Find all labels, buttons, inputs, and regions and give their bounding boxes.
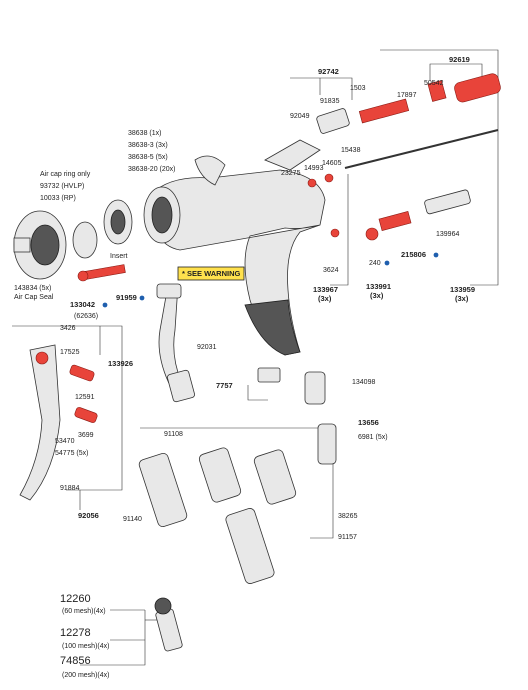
part-label: 1503	[350, 85, 366, 92]
needle-assembly	[264, 73, 501, 241]
part-label: 215806	[401, 250, 426, 259]
warning-label: * SEE WARNING	[182, 269, 241, 278]
part-label: 134098	[352, 379, 375, 386]
part-label: 53470	[55, 438, 75, 445]
air-cap	[13, 199, 133, 282]
part-label: Air cap ring only	[40, 171, 91, 178]
part-label: 12278	[60, 627, 91, 639]
brackets	[12, 49, 499, 666]
part-label: 91835	[320, 98, 340, 105]
part-label: Air Cap Seal	[14, 294, 54, 301]
part-label: 143834 (5x)	[14, 285, 51, 292]
part-label: 93732 (HVLP)	[40, 183, 84, 190]
part-label: 139964	[436, 231, 459, 238]
labels: 92742 1503 91835 17897 92049 92619 50542…	[14, 55, 475, 679]
part-label: 23275	[281, 170, 301, 177]
part-label: (3x)	[318, 294, 332, 303]
part-label: 133959	[450, 285, 475, 294]
part-label: 92742	[318, 67, 339, 76]
part-label: 7757	[216, 381, 233, 390]
part-label: (60 mesh)(4x)	[62, 608, 106, 615]
part-label: 38638-3 (3x)	[128, 142, 168, 149]
part-label: Insert	[110, 253, 128, 260]
part-label: 17897	[397, 92, 417, 99]
part-label: 133042	[70, 300, 95, 309]
part-label: 74856	[60, 655, 91, 667]
part-label: 92049	[290, 113, 310, 120]
part-label: 92031	[197, 344, 217, 351]
part-label: 91140	[123, 516, 142, 523]
part-label: 3426	[60, 325, 76, 332]
dots	[102, 252, 439, 308]
part-label: 10033 (RP)	[40, 195, 76, 202]
part-label: 38638 (1x)	[128, 130, 161, 137]
part-label: 38638-20 (20x)	[128, 166, 175, 173]
part-label: 38265	[338, 513, 358, 520]
part-label: 15438	[341, 147, 361, 154]
part-label: (100 mesh)(4x)	[62, 643, 109, 650]
part-label: (62636)	[74, 313, 98, 320]
part-label: 12591	[75, 394, 95, 401]
part-label: 12260	[60, 593, 91, 605]
part-label: 38638-5 (5x)	[128, 154, 168, 161]
part-label: 133967	[313, 285, 338, 294]
part-label: 50542	[424, 80, 444, 87]
part-label: 91157	[338, 534, 357, 541]
warning-box	[177, 266, 245, 281]
part-label: 13656	[358, 418, 379, 427]
part-label: (3x)	[370, 291, 384, 300]
gun-body	[143, 155, 326, 403]
part-label: 91108	[164, 431, 183, 438]
part-label: 92056	[78, 511, 99, 520]
part-label: 14993	[304, 165, 324, 172]
part-label: 54775 (5x)	[55, 450, 88, 457]
part-label: (3x)	[455, 294, 469, 303]
part-label: 92619	[449, 55, 470, 64]
fittings	[138, 367, 337, 652]
part-label: 3699	[78, 432, 94, 439]
part-label: 240	[369, 260, 381, 267]
part-label: (200 mesh)(4x)	[62, 672, 109, 679]
part-label: 3624	[323, 267, 339, 274]
part-label: 6981 (5x)	[358, 434, 388, 441]
part-label: 133926	[108, 359, 133, 368]
part-label: 91959	[116, 293, 137, 302]
part-label: 14605	[322, 160, 342, 167]
part-label: 91884	[60, 485, 80, 492]
part-label: 17525	[60, 349, 80, 356]
part-label: 133991	[366, 282, 391, 291]
trigger-lever	[19, 344, 98, 501]
